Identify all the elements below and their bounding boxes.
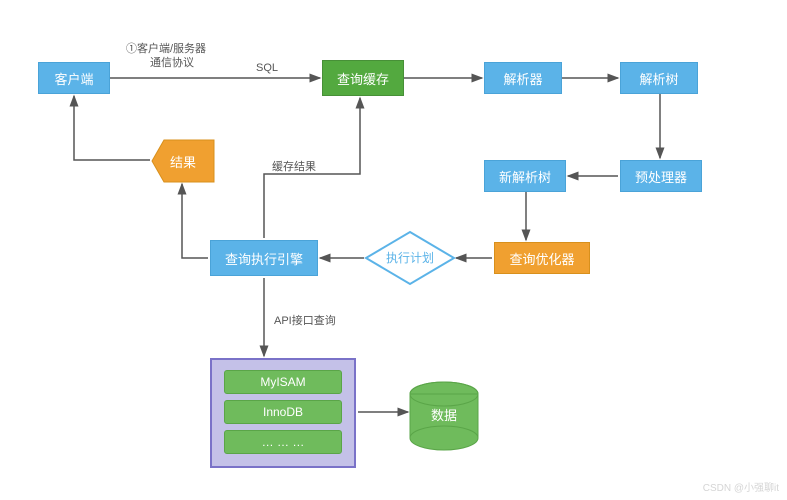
node-engine-innodb: InnoDB	[224, 400, 342, 424]
label-protocol-2: 通信协议	[150, 54, 194, 70]
watermark: CSDN @小强聊it	[703, 479, 779, 494]
svg-text:执行计划: 执行计划	[386, 251, 434, 265]
node-exec-engine: 查询执行引擎	[210, 240, 318, 276]
node-preprocessor: 预处理器	[620, 160, 702, 192]
node-new-tree: 新解析树	[484, 160, 566, 192]
label-api-query: API接口查询	[274, 312, 336, 328]
node-engine-myisam: MyISAM	[224, 370, 342, 394]
label-cache-result: 缓存结果	[272, 158, 316, 174]
node-client: 客户端	[38, 62, 110, 94]
node-parser: 解析器	[484, 62, 562, 94]
node-optimizer: 查询优化器	[494, 242, 590, 274]
svg-text:数据: 数据	[431, 408, 457, 423]
node-result: 结果	[152, 140, 214, 182]
label-sql: SQL	[256, 62, 278, 74]
node-engine-more: … … …	[224, 430, 342, 454]
node-parse-tree: 解析树	[620, 62, 698, 94]
node-query-cache: 查询缓存	[322, 60, 404, 96]
